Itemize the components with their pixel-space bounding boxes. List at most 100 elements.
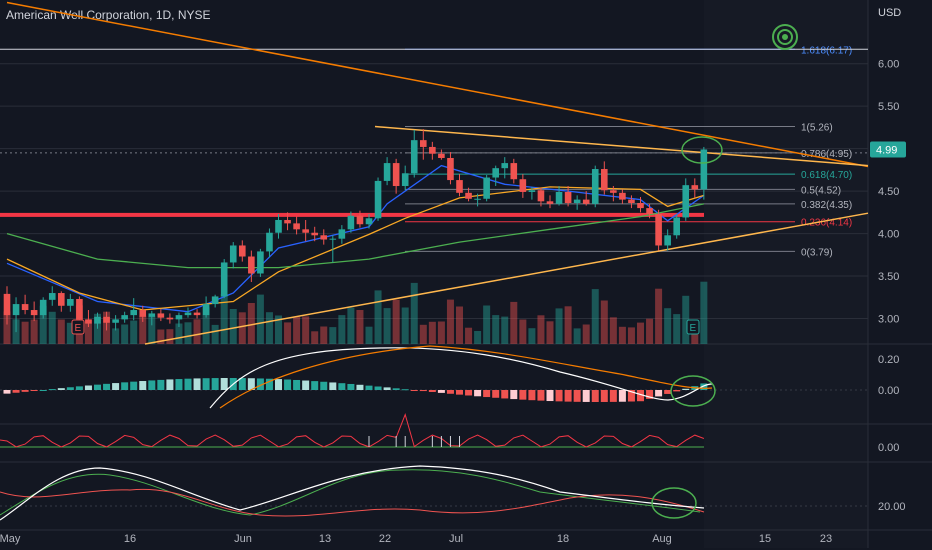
macd-histogram-bar	[655, 390, 663, 397]
macd-histogram-bar	[265, 378, 273, 390]
volume-bar	[673, 314, 681, 344]
candle-body	[474, 198, 481, 200]
macd-histogram-bar	[193, 378, 201, 390]
candle-body	[456, 180, 463, 193]
candle-body	[85, 319, 92, 324]
candle-body	[383, 163, 391, 181]
candle-body	[438, 153, 445, 158]
macd-histogram-bar	[637, 390, 644, 402]
macd-histogram-bar	[419, 390, 427, 392]
macd-histogram-bar	[646, 390, 654, 399]
volume-bar	[528, 328, 536, 344]
volume-bar	[311, 331, 319, 344]
volume-bar	[48, 311, 56, 344]
volume-bar	[39, 305, 47, 344]
candle-body	[48, 293, 56, 300]
macd-histogram-bar	[510, 390, 518, 400]
candle-body	[537, 190, 545, 202]
volume-bar	[57, 319, 65, 344]
volume-bar	[256, 294, 264, 344]
candle-body	[193, 312, 201, 316]
candle-body	[619, 192, 626, 200]
macd-histogram-bar	[682, 388, 690, 390]
macd-histogram-bar	[293, 379, 301, 390]
volume-bar	[139, 315, 147, 344]
candle-body	[76, 298, 83, 320]
fib-level-label: 0(3.79)	[801, 247, 833, 258]
macd-histogram-bar	[492, 390, 500, 398]
macd-histogram-bar	[365, 385, 373, 390]
macd-histogram-bar	[166, 379, 174, 390]
candle-body	[239, 245, 246, 257]
macd-histogram-bar	[673, 390, 681, 392]
candle-body	[347, 215, 355, 230]
rising-support-line	[144, 212, 869, 345]
volume-bar	[374, 290, 382, 344]
candle-body	[519, 179, 527, 192]
y-tick-label: 6.00	[878, 59, 899, 71]
candle-body	[329, 238, 337, 240]
volume-bar	[582, 324, 590, 344]
macd-histogram-bar	[94, 384, 101, 390]
volume-bar	[600, 300, 608, 344]
macd-histogram-bar	[157, 379, 165, 390]
volume-bar	[148, 316, 156, 344]
candle-body	[94, 316, 101, 324]
macd-histogram-bar	[175, 379, 183, 390]
earnings-marker	[71, 319, 85, 335]
volume-bar	[383, 308, 391, 344]
volume-bar	[492, 315, 500, 344]
candle-body	[175, 315, 183, 320]
macd-histogram-bar	[474, 390, 482, 397]
candle-body	[420, 140, 427, 147]
x-tick-label: 13	[319, 533, 331, 545]
macd-histogram-bar	[519, 390, 527, 400]
macd-histogram-bar	[410, 390, 418, 391]
candle-body	[211, 296, 219, 305]
volume-bar	[573, 328, 581, 344]
volume-bar	[646, 318, 654, 344]
fib-level-label: 0.382(4.35)	[801, 200, 852, 211]
macd-line	[209, 347, 713, 409]
fib-level-label: 0.786(4.95)	[801, 149, 852, 160]
last-price-label: 4.99	[876, 144, 897, 156]
y-tick-label: 3.50	[878, 271, 899, 283]
volume-bar	[247, 303, 255, 344]
candle-body	[112, 319, 119, 323]
volume-bar	[465, 327, 473, 344]
macd-histogram-bar	[66, 387, 74, 390]
macd-histogram-bar	[528, 390, 536, 401]
candle-body	[356, 215, 364, 225]
macd-histogram-bar	[112, 383, 120, 390]
candle-body	[483, 177, 490, 199]
macd-histogram-bar	[374, 386, 382, 390]
candle-body	[293, 223, 300, 230]
fib-level-label: 1.618(6.17)	[801, 45, 852, 56]
candle-body	[103, 316, 110, 323]
macd-histogram-bar	[275, 379, 282, 390]
macd-histogram-bar	[483, 390, 491, 398]
candle-body	[320, 235, 328, 240]
volume-bar	[501, 316, 509, 344]
volume-bar	[637, 322, 644, 344]
candle-body	[564, 191, 572, 204]
macd-histogram-bar	[103, 383, 111, 390]
macd-histogram-bar	[383, 387, 391, 390]
volume-bar	[609, 317, 617, 344]
candle-body	[682, 185, 690, 218]
macd-histogram-bar	[347, 383, 355, 390]
macd-histogram-bar	[12, 390, 20, 393]
fib-level-label: 0.5(4.52)	[801, 185, 841, 196]
candle-body	[157, 313, 165, 318]
candle-body	[275, 219, 282, 233]
candle-body	[30, 310, 38, 316]
candle-body	[673, 217, 680, 236]
volume-bar	[428, 321, 436, 344]
candle-body	[139, 310, 147, 317]
x-tick-label: Jul	[449, 533, 463, 545]
volume-bar	[627, 327, 635, 344]
fib-level-label: 0.618(4.70)	[801, 170, 852, 181]
volume-bar	[591, 289, 599, 344]
x-tick-label: 23	[820, 533, 832, 545]
